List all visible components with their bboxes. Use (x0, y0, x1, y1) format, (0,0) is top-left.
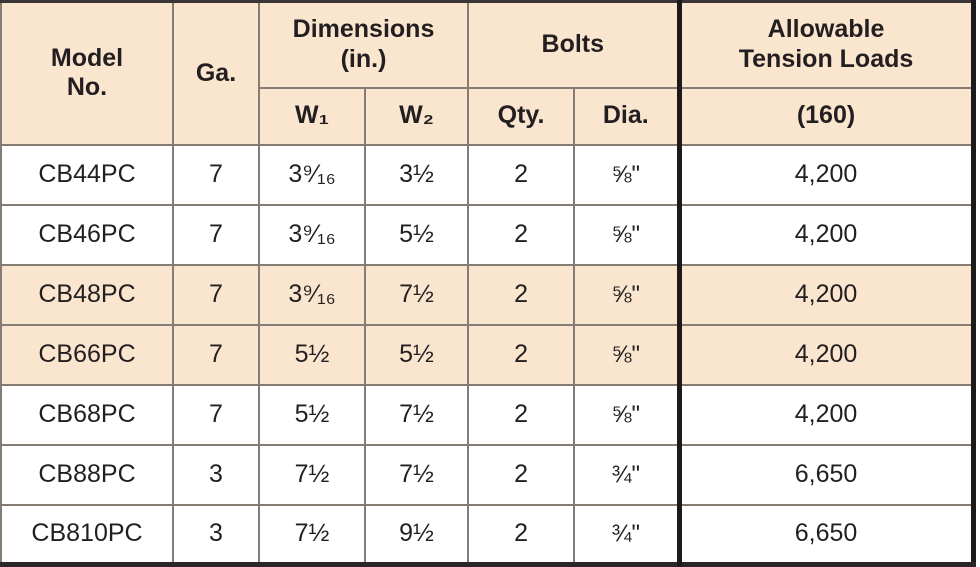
cell-model: CB68PC (0, 383, 174, 446)
cell-ga: 7 (172, 383, 260, 446)
cell-model: CB48PC (0, 263, 174, 326)
cell-qty: 2 (467, 203, 576, 266)
cell-dia: ¾" (573, 443, 681, 506)
cell-w1: 3⁹⁄₁₆ (258, 203, 366, 266)
cell-load: 4,200 (676, 383, 975, 446)
col-header-qty: Qty. (467, 86, 576, 146)
header-row-subcolumns: W₁ W₂ Qty. Dia. (160) (1, 86, 975, 146)
col-header-dia: Dia. (573, 86, 681, 146)
cell-qty: 2 (467, 443, 576, 506)
table-row: CB68PC 7 5½ 7½ 2 ⅝" 4,200 (0, 383, 975, 446)
cell-load: 4,200 (676, 323, 975, 386)
col-header-w1: W₁ (258, 86, 366, 146)
cell-w1: 5½ (258, 383, 366, 446)
cell-dia: ⅝" (573, 383, 681, 446)
cell-ga: 7 (172, 203, 260, 266)
cell-w2: 7½ (363, 383, 470, 446)
col-header-allowable-tension-loads: Allowable Tension Loads (676, 0, 975, 89)
cell-w1: 5½ (258, 323, 366, 386)
cell-w2: 7½ (363, 443, 470, 506)
cell-qty: 2 (467, 323, 576, 386)
cell-qty: 2 (467, 143, 576, 206)
cell-ga: 3 (172, 503, 260, 566)
table-body: CB44PC 7 3⁹⁄₁₆ 3½ 2 ⅝" 4,200 CB46PC 7 3⁹… (0, 143, 975, 566)
cell-w2: 9½ (363, 503, 470, 566)
cell-model: CB66PC (0, 323, 174, 386)
table-row: CB44PC 7 3⁹⁄₁₆ 3½ 2 ⅝" 4,200 (0, 143, 975, 206)
cell-qty: 2 (467, 263, 576, 326)
col-header-dimensions: Dimensions (in.) (257, 0, 470, 89)
col-header-ga: Ga. (172, 0, 260, 146)
table-row: CB46PC 7 3⁹⁄₁₆ 5½ 2 ⅝" 4,200 (0, 203, 975, 266)
cell-ga: 7 (172, 263, 260, 326)
table-row: CB48PC 7 3⁹⁄₁₆ 7½ 2 ⅝" 4,200 (0, 263, 975, 326)
cell-w2: 5½ (363, 203, 470, 266)
header-row-groups: Model No. Ga. Dimensions (in.) Bolts All… (0, 0, 975, 146)
col-header-model-no: Model No. (0, 0, 174, 146)
col-header-load-rating-160: (160) (676, 86, 975, 146)
cell-w1: 7½ (258, 443, 366, 506)
cell-load: 4,200 (676, 263, 975, 326)
cell-w2: 5½ (363, 323, 470, 386)
table-row: CB810PC 3 7½ 9½ 2 ¾" 6,650 (0, 503, 975, 566)
cell-w1: 3⁹⁄₁₆ (258, 263, 366, 326)
col-header-w2: W₂ (363, 86, 470, 146)
cell-load: 4,200 (676, 143, 975, 206)
cell-w2: 7½ (363, 263, 470, 326)
cell-dia: ⅝" (573, 263, 681, 326)
cell-dia: ⅝" (573, 143, 681, 206)
cell-qty: 2 (467, 383, 576, 446)
cell-w1: 7½ (258, 503, 366, 566)
cell-ga: 7 (172, 323, 260, 386)
cell-model: CB44PC (0, 143, 174, 206)
table-row: CB66PC 7 5½ 5½ 2 ⅝" 4,200 (0, 323, 975, 386)
table-header: Model No. Ga. Dimensions (in.) Bolts All… (0, 0, 975, 146)
cell-load: 6,650 (676, 443, 975, 506)
cell-dia: ⅝" (573, 323, 681, 386)
cell-model: CB810PC (0, 503, 174, 566)
cell-ga: 3 (172, 443, 260, 506)
cell-qty: 2 (467, 503, 576, 566)
col-header-bolts: Bolts (467, 0, 681, 89)
cell-dia: ⅝" (573, 203, 681, 266)
cell-model: CB88PC (0, 443, 174, 506)
cell-w2: 3½ (363, 143, 470, 206)
cell-load: 6,650 (676, 503, 975, 566)
cell-ga: 7 (172, 143, 260, 206)
cell-model: CB46PC (0, 203, 174, 266)
cell-dia: ¾" (573, 503, 681, 566)
table-row: CB88PC 3 7½ 7½ 2 ¾" 6,650 (0, 443, 975, 506)
cell-load: 4,200 (676, 203, 975, 266)
cell-w1: 3⁹⁄₁₆ (258, 143, 366, 206)
